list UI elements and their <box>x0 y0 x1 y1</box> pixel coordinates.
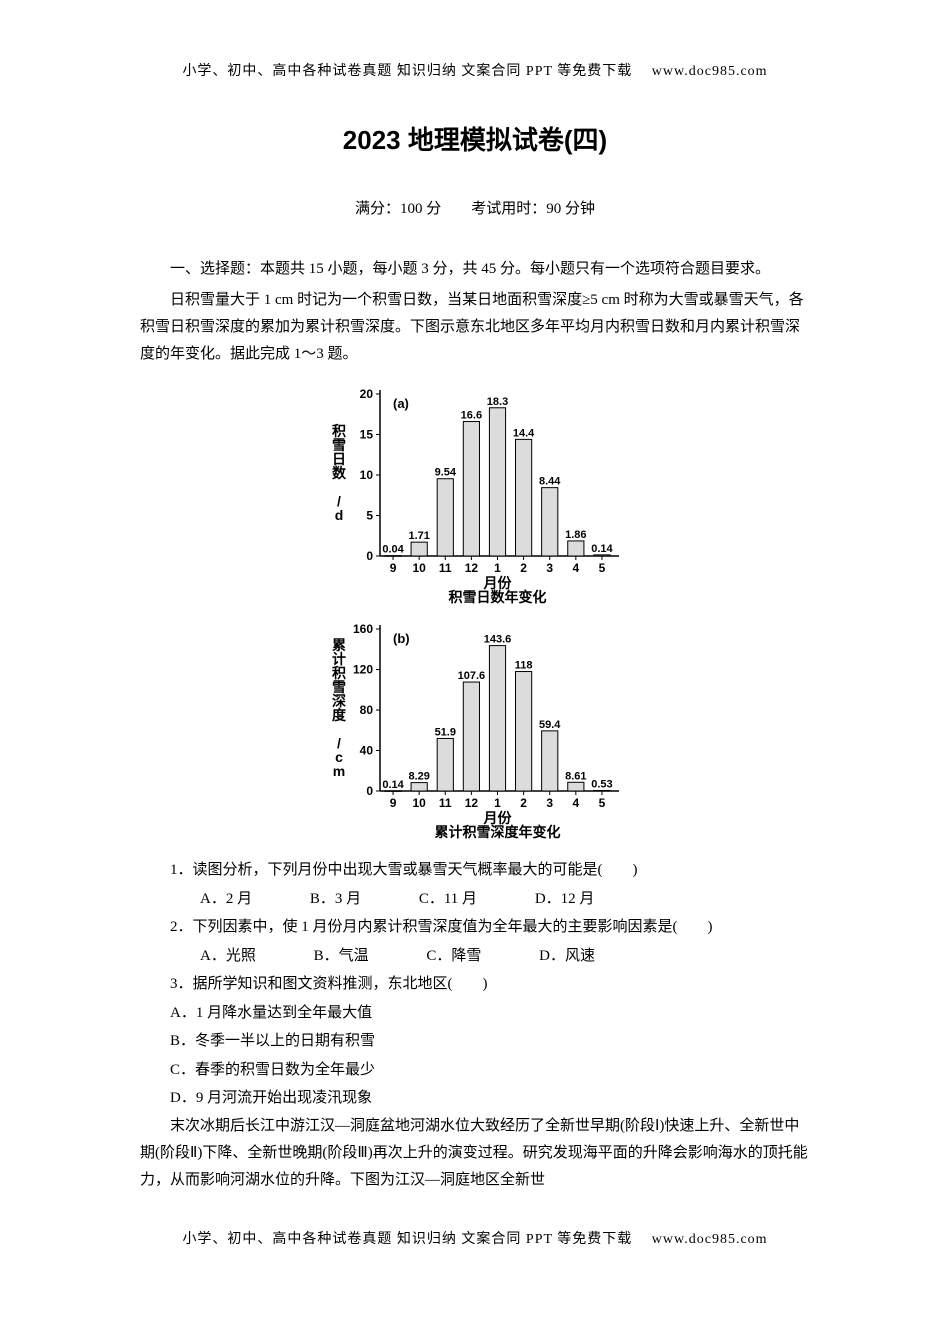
svg-text:2: 2 <box>520 796 527 810</box>
svg-text:107.6: 107.6 <box>458 670 486 682</box>
q3-opt-a: A．1 月降水量达到全年最大值 <box>140 999 810 1028</box>
svg-text:3: 3 <box>546 796 553 810</box>
q1-stem: 1．读图分析，下列月份中出现大雪或暴雪天气概率最大的可能是( ) <box>140 856 810 885</box>
svg-text:(a): (a) <box>393 396 409 411</box>
svg-text:10: 10 <box>360 468 374 482</box>
svg-text:1.71: 1.71 <box>408 530 429 542</box>
svg-text:0: 0 <box>366 549 373 563</box>
svg-text:14.4: 14.4 <box>513 427 535 439</box>
svg-text:9: 9 <box>390 796 397 810</box>
svg-text:4: 4 <box>572 796 579 810</box>
svg-text:40: 40 <box>360 744 374 758</box>
page-title: 2023 地理模拟试卷(四) <box>140 120 810 157</box>
q3-opt-b: B．冬季一半以上的日期有积雪 <box>140 1027 810 1056</box>
svg-text:11: 11 <box>439 796 452 810</box>
svg-text:118: 118 <box>515 660 533 672</box>
passage-2: 末次冰期后长江中游江汉—洞庭盆地河湖水位大致经历了全新世早期(阶段Ⅰ)快速上升、… <box>140 1113 810 1194</box>
q3-opt-c: C．春季的积雪日数为全年最少 <box>140 1056 810 1085</box>
svg-text:3: 3 <box>546 561 553 575</box>
svg-text:1: 1 <box>494 796 501 810</box>
q1-opt-a: A．2 月 <box>170 885 252 914</box>
passage-1: 日积雪量大于 1 cm 时记为一个积雪日数，当某日地面积雪深度≥5 cm 时称为… <box>140 287 810 368</box>
chart-a: 0 5 10 15 20 0.04 9 1.71 10 9.54 11 16.6 12 18.3 1 14.4… <box>325 376 625 606</box>
svg-text:5: 5 <box>366 509 373 523</box>
svg-text:11: 11 <box>439 561 452 575</box>
svg-text:8.61: 8.61 <box>565 770 586 782</box>
svg-text:160: 160 <box>353 622 373 636</box>
svg-text:数: 数 <box>332 465 347 481</box>
svg-text:0.04: 0.04 <box>382 544 404 556</box>
svg-text:10: 10 <box>412 796 426 810</box>
q2-opt-b: B．气温 <box>284 942 369 971</box>
svg-text:143.6: 143.6 <box>484 634 512 646</box>
q2-opt-a: A．光照 <box>170 942 256 971</box>
svg-text:15: 15 <box>360 428 374 442</box>
svg-text:m: m <box>333 763 345 779</box>
svg-text:2: 2 <box>520 561 527 575</box>
q3-stem: 3．据所学知识和图文资料推测，东北地区( ) <box>140 970 810 999</box>
q2-opt-c: C．降雪 <box>396 942 481 971</box>
svg-text:120: 120 <box>353 663 373 677</box>
svg-text:51.9: 51.9 <box>435 726 456 738</box>
svg-text:12: 12 <box>465 561 479 575</box>
svg-text:0.14: 0.14 <box>591 543 613 555</box>
section-heading: 一、选择题：本题共 15 小题，每小题 3 分，共 45 分。每小题只有一个选项… <box>140 256 810 283</box>
q1-opt-d: D．12 月 <box>505 885 595 914</box>
q1-options: A．2 月 B．3 月 C．11 月 D．12 月 <box>140 885 810 914</box>
header-note: 小学、初中、高中各种试卷真题 知识归纳 文案合同 PPT 等免费下载 www.d… <box>140 60 810 80</box>
svg-text:18.3: 18.3 <box>487 396 508 408</box>
svg-text:9.54: 9.54 <box>435 467 457 479</box>
svg-text:d: d <box>335 507 344 523</box>
svg-text:80: 80 <box>360 703 374 717</box>
q1-opt-c: C．11 月 <box>389 885 477 914</box>
svg-text:0.14: 0.14 <box>382 779 404 791</box>
svg-text:(b): (b) <box>393 631 410 646</box>
exam-info: 满分：100 分 考试用时：90 分钟 <box>140 197 810 218</box>
svg-text:积雪日数年变化: 积雪日数年变化 <box>449 589 547 605</box>
svg-text:4: 4 <box>572 561 579 575</box>
svg-text:10: 10 <box>412 561 426 575</box>
svg-text:0: 0 <box>366 784 373 798</box>
q2-options: A．光照 B．气温 C．降雪 D．风速 <box>140 942 810 971</box>
svg-text:5: 5 <box>599 796 606 810</box>
chart-b: 040801201600.1498.291051.911107.612143.6… <box>325 611 625 841</box>
svg-text:59.4: 59.4 <box>539 719 561 731</box>
svg-text:0.53: 0.53 <box>591 778 612 790</box>
svg-text:8.44: 8.44 <box>539 476 561 488</box>
charts-container: 051015200.0491.71109.541116.61218.3114.4… <box>140 376 810 846</box>
svg-text:1.86: 1.86 <box>565 529 586 541</box>
svg-text:1: 1 <box>494 561 501 575</box>
svg-text:9: 9 <box>390 561 397 575</box>
svg-text:20: 20 <box>360 387 374 401</box>
q2-stem: 2．下列因素中，使 1 月份月内累计积雪深度值为全年最大的主要影响因素是( ) <box>140 913 810 942</box>
svg-text:5: 5 <box>599 561 606 575</box>
svg-text:度: 度 <box>332 707 347 723</box>
svg-text:12: 12 <box>465 796 479 810</box>
q1-opt-b: B．3 月 <box>280 885 361 914</box>
footer-note: 小学、初中、高中各种试卷真题 知识归纳 文案合同 PPT 等免费下载 www.d… <box>140 1228 810 1248</box>
q3-opt-d: D．9 月河流开始出现凌汛现象 <box>140 1084 810 1113</box>
svg-text:16.6: 16.6 <box>461 410 482 422</box>
q2-opt-d: D．风速 <box>509 942 595 971</box>
svg-text:累计积雪深度年变化: 累计积雪深度年变化 <box>435 824 561 840</box>
svg-text:8.29: 8.29 <box>408 771 429 783</box>
